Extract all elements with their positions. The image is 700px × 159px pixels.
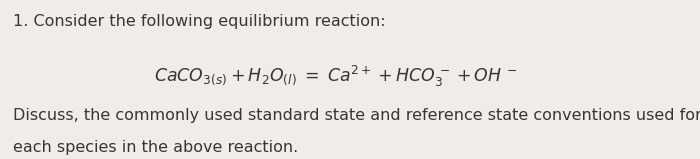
Text: each species in the above reaction.: each species in the above reaction. <box>13 140 298 155</box>
Text: 1. Consider the following equilibrium reaction:: 1. Consider the following equilibrium re… <box>13 14 385 29</box>
Text: $CaCO_{3(s)} + H_2O_{(l)}\; =\; Ca^{2+} + HCO_3^{\,-} + OH^{\,-}$: $CaCO_{3(s)} + H_2O_{(l)}\; =\; Ca^{2+} … <box>155 64 517 89</box>
Text: Discuss, the commonly used standard state and reference state conventions used f: Discuss, the commonly used standard stat… <box>13 108 700 123</box>
